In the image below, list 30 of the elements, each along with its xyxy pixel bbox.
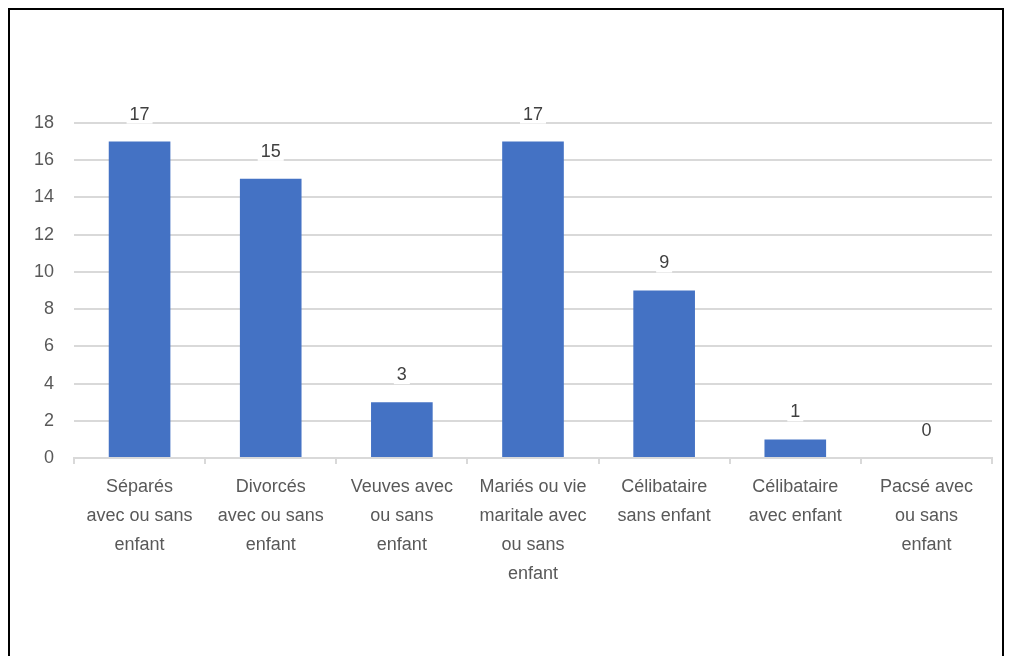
x-tick-label: Mariés ou vie maritale avec ou sans enfant [479, 476, 587, 584]
data-label: 0 [921, 419, 932, 440]
y-tick-label: 2 [43, 409, 54, 430]
y-tick-label: 16 [33, 149, 54, 170]
data-label: 17 [129, 103, 150, 124]
data-label: 3 [396, 364, 407, 385]
bar [764, 439, 827, 457]
bar [502, 141, 564, 457]
bar [371, 402, 433, 457]
y-tick-label: 8 [43, 298, 54, 319]
x-tick-label: Veuves avec ou sans enfant [350, 476, 453, 555]
y-tick-label: 6 [43, 335, 54, 356]
x-tick-label: Séparés avec ou sans enfant [86, 476, 193, 555]
x-tick-label: Célibataire avec enfant [748, 476, 842, 526]
data-label: 9 [659, 252, 670, 273]
data-label: 17 [522, 103, 544, 124]
data-label: 15 [260, 140, 281, 161]
y-tick-label: 14 [33, 186, 54, 207]
bar [633, 290, 695, 457]
y-tick-label: 12 [33, 223, 54, 244]
bar [239, 178, 302, 457]
x-tick-label: Pacsé avec ou sans enfant [879, 476, 973, 555]
y-tick-label: 18 [33, 111, 54, 132]
x-tick-label: Divorcés avec ou sans enfant [217, 476, 324, 555]
bar [108, 141, 171, 457]
y-tick-label: 4 [43, 372, 54, 393]
x-tick-label: Célibataire sans enfant [617, 476, 711, 526]
y-tick-label: 0 [43, 446, 54, 467]
data-label: 1 [790, 401, 801, 422]
y-tick-label: 10 [33, 260, 54, 281]
